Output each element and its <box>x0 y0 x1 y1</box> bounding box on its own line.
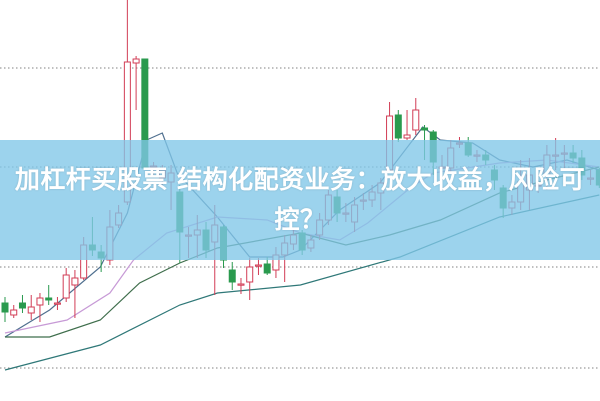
candle <box>237 278 245 294</box>
candle-body <box>10 309 18 316</box>
candle-body <box>45 297 53 301</box>
candle-body <box>18 302 26 309</box>
candle-body <box>62 274 70 299</box>
candle-body <box>53 302 61 305</box>
candle <box>394 110 402 142</box>
candle-body <box>228 269 236 283</box>
candle-body <box>237 283 245 286</box>
candle-body <box>71 277 79 286</box>
candle-body <box>27 306 35 314</box>
candle-body <box>412 109 420 131</box>
candle <box>254 258 262 275</box>
candle-body <box>421 127 429 131</box>
candle <box>10 305 18 318</box>
title-banner: 加杠杆买股票 结构化配资业务：放大收益，风险可控？ <box>0 140 600 260</box>
candle-body <box>36 297 44 306</box>
candle <box>403 110 411 140</box>
candle <box>1 297 9 322</box>
candle-body <box>1 302 9 313</box>
candle <box>246 258 254 300</box>
candle <box>45 285 53 305</box>
candle <box>53 297 61 310</box>
article-title[interactable]: 加杠杆买股票 结构化配资业务：放大收益，风险可控？ <box>14 165 586 234</box>
candle <box>62 268 70 302</box>
candle <box>228 262 236 290</box>
candle <box>71 270 79 318</box>
candle <box>263 257 271 275</box>
candle <box>18 295 26 313</box>
candle-body <box>403 134 411 139</box>
candle-body <box>394 114 402 139</box>
candle <box>27 295 35 320</box>
candle-body <box>263 263 271 274</box>
candle-body <box>132 58 140 64</box>
candle <box>412 98 420 135</box>
candle <box>132 56 140 110</box>
candle <box>36 293 44 322</box>
candle-body <box>246 266 254 283</box>
candle-body <box>254 264 262 267</box>
